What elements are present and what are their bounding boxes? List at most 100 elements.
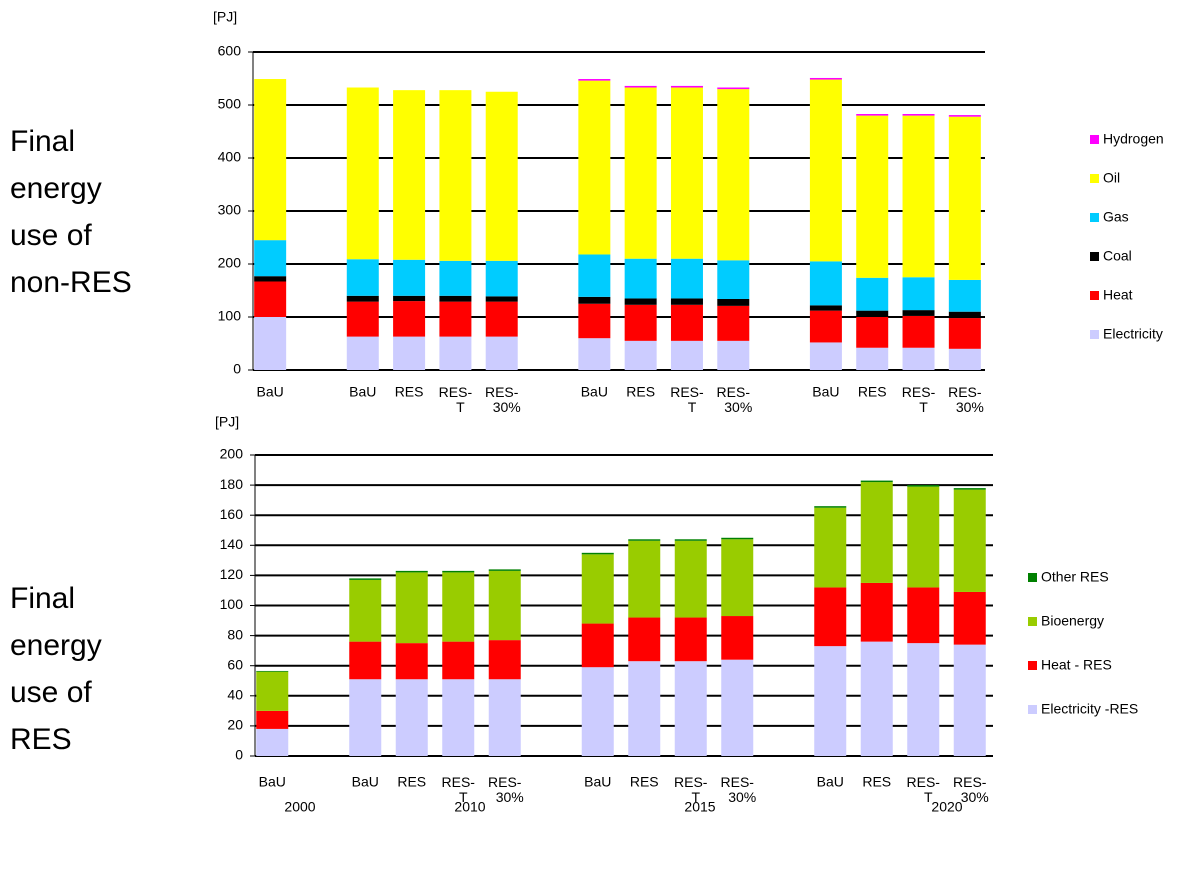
bar-segment: [717, 87, 750, 90]
bar-segment: [256, 671, 289, 711]
bar-segment: [856, 317, 889, 348]
bar-segment: [628, 661, 661, 756]
bar-segment: [860, 480, 893, 483]
bar-segment: [349, 679, 382, 756]
legend-label: Hydrogen: [1103, 131, 1164, 147]
bar-segment: [948, 311, 981, 319]
bar-segment: [670, 85, 703, 88]
bar-segment: [856, 114, 889, 116]
bar-segment: [256, 710, 289, 729]
bar-segment: [393, 90, 426, 260]
bar-segment: [902, 277, 935, 311]
bar-segment: [439, 90, 472, 261]
bar-segment: [721, 537, 754, 540]
bar-segment: [907, 486, 940, 588]
legend-label: Gas: [1103, 209, 1129, 225]
bar-segment: [395, 572, 428, 644]
y-tick-label: 200: [218, 255, 242, 271]
bar-segment: [860, 582, 893, 642]
group-label: 2015: [684, 799, 715, 815]
x-tick-label: BaU: [349, 384, 376, 400]
bar-segment: [717, 305, 750, 341]
bar-segment: [953, 644, 986, 756]
y-tick-label: 140: [220, 536, 244, 552]
bar-segment: [395, 643, 428, 680]
legend-label: Electricity -RES: [1041, 701, 1138, 717]
x-tick-label: RES: [862, 774, 891, 790]
bar-segment: [488, 679, 521, 756]
x-tick-label: BaU: [812, 384, 839, 400]
bar-segment: [624, 340, 657, 370]
bar-segment: [442, 572, 475, 642]
legend-swatch: [1090, 330, 1099, 339]
x-tick-label: RES-30%: [953, 774, 989, 805]
bar-segment: [349, 578, 382, 580]
bar-segment: [624, 298, 657, 305]
y-axis-label: [PJ]: [213, 9, 237, 25]
y-tick-label: 200: [220, 446, 244, 462]
bar-segment: [948, 116, 981, 280]
bar-segment: [953, 489, 986, 592]
bar-segment: [439, 336, 472, 370]
bar-segment: [442, 570, 475, 573]
bar-segment: [393, 336, 426, 370]
bar-segment: [674, 540, 707, 618]
bar-segment: [717, 89, 750, 261]
bar-segment: [581, 667, 614, 756]
bar-segment: [485, 301, 518, 337]
x-tick-label: RES-T: [902, 384, 936, 415]
x-tick-label: RES-T: [442, 774, 476, 805]
bar-segment: [902, 115, 935, 278]
bar-segment: [254, 79, 287, 241]
bar-segment: [485, 336, 518, 370]
y-tick-label: 300: [218, 202, 242, 218]
bar-segment: [721, 539, 754, 617]
x-tick-label: RES-T: [907, 774, 941, 805]
bar-segment: [809, 261, 842, 306]
bar-segment: [902, 114, 935, 116]
bar-segment: [439, 260, 472, 296]
bar-segment: [395, 570, 428, 573]
bar-segment: [717, 340, 750, 370]
x-tick-label: RES: [626, 384, 655, 400]
bar-segment: [717, 298, 750, 306]
bar-segment: [948, 115, 981, 117]
bar-segment: [721, 616, 754, 660]
legend-swatch: [1028, 573, 1037, 582]
bar-segment: [674, 539, 707, 541]
x-tick-label: RES: [630, 774, 659, 790]
bar-segment: [581, 623, 614, 668]
bar-segment: [814, 646, 847, 756]
y-tick-label: 40: [227, 687, 243, 703]
bar-segment: [670, 87, 703, 259]
x-tick-label: RES: [858, 384, 887, 400]
y-tick-label: 80: [227, 626, 243, 642]
bar-segment: [674, 617, 707, 662]
bar-segment: [488, 569, 521, 571]
bar-segment: [902, 310, 935, 316]
legend-label: Oil: [1103, 170, 1120, 186]
legend-swatch: [1028, 661, 1037, 670]
y-tick-label: 160: [220, 506, 244, 522]
bar-segment: [349, 641, 382, 680]
y-tick-label: 500: [218, 96, 242, 112]
bar-segment: [674, 661, 707, 756]
legend-label: Electricity: [1103, 326, 1163, 342]
legend-swatch: [1028, 617, 1037, 626]
x-tick-label: BaU: [584, 774, 611, 790]
bar-segment: [948, 318, 981, 349]
group-label: 2000: [284, 799, 315, 815]
bar-segment: [393, 295, 426, 302]
bar-segment: [254, 240, 287, 277]
bar-segment: [721, 659, 754, 756]
bar-segment: [624, 258, 657, 299]
x-tick-label: RES-T: [674, 774, 708, 805]
y-tick-label: 100: [220, 596, 244, 612]
side-label: Final energy use of non-RES: [10, 125, 132, 299]
legend-swatch: [1090, 252, 1099, 261]
legend-label: Bioenergy: [1041, 613, 1104, 629]
bar-segment: [953, 591, 986, 645]
bar-segment: [581, 554, 614, 624]
